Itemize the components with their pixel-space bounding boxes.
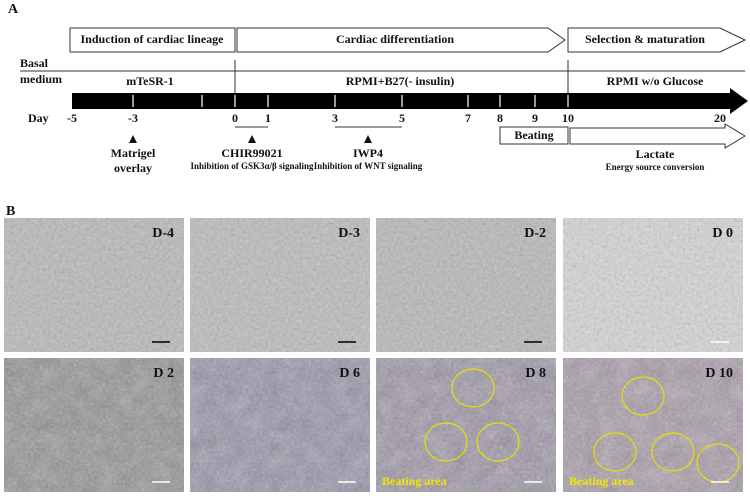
micrograph: D 2	[4, 358, 184, 492]
image-label: D 10	[705, 366, 733, 381]
image-label: D-2	[524, 226, 546, 241]
day-number: 20	[714, 111, 726, 125]
day-labels: -5 -3 0 1 3 5 7 8 9 10 20	[67, 111, 726, 125]
beating-box	[499, 126, 569, 145]
image-texture	[563, 358, 743, 492]
beating-area-outline	[451, 368, 495, 408]
annotation-note: Energy source conversion	[606, 162, 705, 172]
annotation: Matrigel	[111, 146, 156, 160]
day-number: 3	[332, 111, 338, 125]
beating-area-outline	[651, 432, 695, 472]
beating-area-outline	[621, 376, 665, 416]
image-texture	[190, 358, 370, 492]
micrograph: D-4	[4, 218, 184, 352]
basal-medium-label: medium	[20, 72, 62, 86]
image-annotation: Beating area	[382, 474, 447, 488]
marker	[129, 135, 137, 143]
image-label: D 8	[525, 366, 546, 381]
beating-area-outline	[424, 422, 468, 462]
annotation: IWP4	[353, 146, 383, 160]
annotation: Lactate	[636, 147, 675, 161]
medium-label: RPMI w/o Glucose	[607, 74, 704, 88]
micrographs: D-4 D-3 D-2 D 0 D 2 D 6 D 8 Beating area D 10 Bea…	[4, 218, 743, 492]
day-number: -3	[128, 111, 138, 125]
annotation-note: Inhibition of WNT signaling	[314, 161, 423, 171]
day-label: Day	[28, 111, 49, 125]
annotation: overlay	[114, 161, 152, 175]
image-label: D 0	[712, 226, 733, 241]
medium-label: RPMI+B27(- insulin)	[346, 74, 455, 88]
micrograph: D 0	[563, 218, 743, 352]
beating-area-outline	[593, 432, 637, 472]
panel-label: A	[8, 2, 19, 17]
image-annotation: Beating area	[569, 474, 634, 488]
micrograph: D-2	[376, 218, 556, 352]
micrograph: D 10 Beating area	[563, 358, 743, 492]
phase-arrow	[236, 27, 566, 53]
image-texture	[376, 218, 556, 352]
annotation: CHIR99021	[221, 146, 282, 160]
timeline-ticks	[132, 95, 569, 107]
panel-label: B	[6, 204, 15, 219]
phase-label: Induction of cardiac lineage	[81, 32, 225, 46]
day-number: 8	[497, 111, 503, 125]
micrograph: D 6	[190, 358, 370, 492]
medium-label: mTeSR-1	[126, 74, 174, 88]
image-texture	[563, 218, 743, 352]
phase-label: Selection & maturation	[585, 32, 705, 46]
image-texture	[376, 358, 556, 492]
image-label: D-3	[338, 226, 360, 241]
image-label: D-4	[152, 226, 174, 241]
beating-area-outline	[476, 422, 520, 462]
micrograph: D-3	[190, 218, 370, 352]
image-texture	[4, 218, 184, 352]
day-number: 7	[465, 111, 471, 125]
day-number: 9	[532, 111, 538, 125]
marker	[364, 135, 372, 143]
image-label: D 2	[153, 366, 174, 381]
basal-medium-label: Basal	[20, 56, 49, 70]
image-texture	[4, 358, 184, 492]
image-label: D 6	[339, 366, 360, 381]
micrograph: D 8 Beating area	[376, 358, 556, 492]
marker	[248, 135, 256, 143]
day-number: 1	[265, 111, 271, 125]
phase-arrow	[567, 27, 747, 53]
day-number: 0	[232, 111, 238, 125]
phase-box	[69, 27, 236, 53]
timeline-arrow	[72, 88, 748, 114]
day-number: 10	[562, 111, 574, 125]
beating-label: Beating	[514, 128, 553, 142]
day-number: 5	[399, 111, 405, 125]
lactate-arrow	[569, 123, 746, 149]
annotation-note: Inhibition of GSK3α/β signaling	[190, 161, 314, 171]
phase-label: Cardiac differentiation	[336, 32, 454, 46]
image-texture	[190, 218, 370, 352]
day-number: -5	[67, 111, 77, 125]
